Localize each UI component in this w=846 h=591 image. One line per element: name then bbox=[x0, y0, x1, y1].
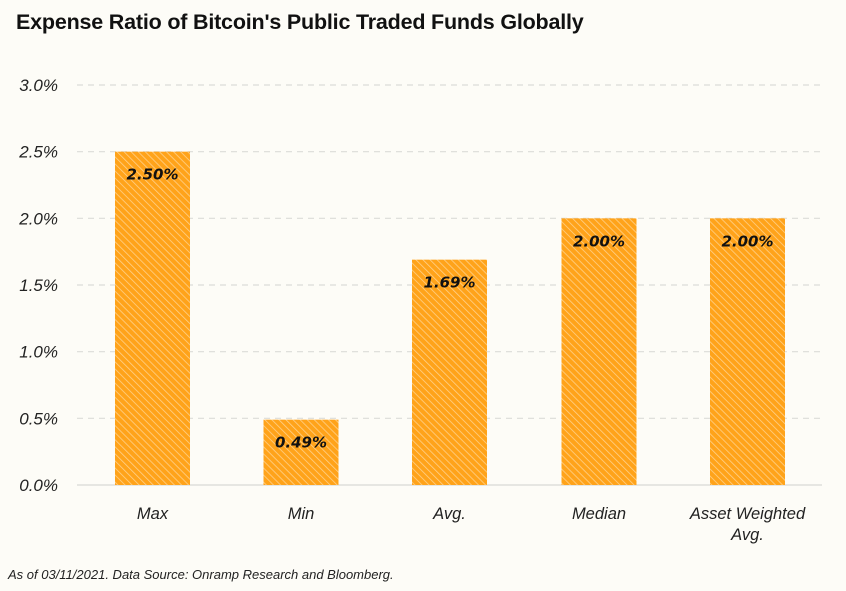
bar-avg bbox=[412, 259, 487, 485]
data-label: 0.49% bbox=[275, 434, 327, 452]
data-label: 2.00% bbox=[573, 232, 625, 250]
data-label: 1.69% bbox=[423, 274, 475, 292]
bars: 2.50% 0.49% 1.69% 2.00% 2.00% bbox=[115, 151, 785, 486]
y-tick-label: 3.0% bbox=[19, 76, 58, 95]
gridlines bbox=[77, 84, 822, 486]
x-tick-label: Max bbox=[137, 505, 169, 523]
x-tick-label: Median bbox=[572, 505, 626, 523]
y-tick-label: 1.5% bbox=[19, 276, 58, 295]
y-axis: 0.0% 0.5% 1.0% 1.5% 2.0% 2.5% 3.0% bbox=[18, 76, 58, 495]
footnote: As of 03/11/2021. Data Source: Onramp Re… bbox=[8, 567, 394, 582]
x-tick-label: Avg. bbox=[432, 505, 466, 523]
bar-asset-weighted-avg bbox=[710, 218, 785, 486]
x-tick-label: Min bbox=[288, 505, 315, 523]
x-axis: Max Min Avg. Median Asset Weighted Avg. bbox=[137, 505, 806, 544]
bar-min bbox=[263, 419, 339, 485]
chart-title: Expense Ratio of Bitcoin's Public Traded… bbox=[16, 10, 584, 34]
y-tick-label: 1.0% bbox=[19, 343, 58, 362]
bar-max bbox=[115, 151, 190, 485]
x-tick-label: Asset Weighted bbox=[689, 505, 806, 523]
data-label: 2.00% bbox=[721, 232, 773, 250]
y-tick-label: 2.0% bbox=[18, 209, 58, 228]
y-tick-label: 2.5% bbox=[18, 143, 58, 162]
y-tick-label: 0.0% bbox=[19, 476, 58, 495]
x-tick-label: Avg. bbox=[730, 526, 764, 544]
bar-median bbox=[561, 218, 637, 486]
data-label: 2.50% bbox=[126, 166, 178, 184]
y-tick-label: 0.5% bbox=[19, 409, 58, 428]
